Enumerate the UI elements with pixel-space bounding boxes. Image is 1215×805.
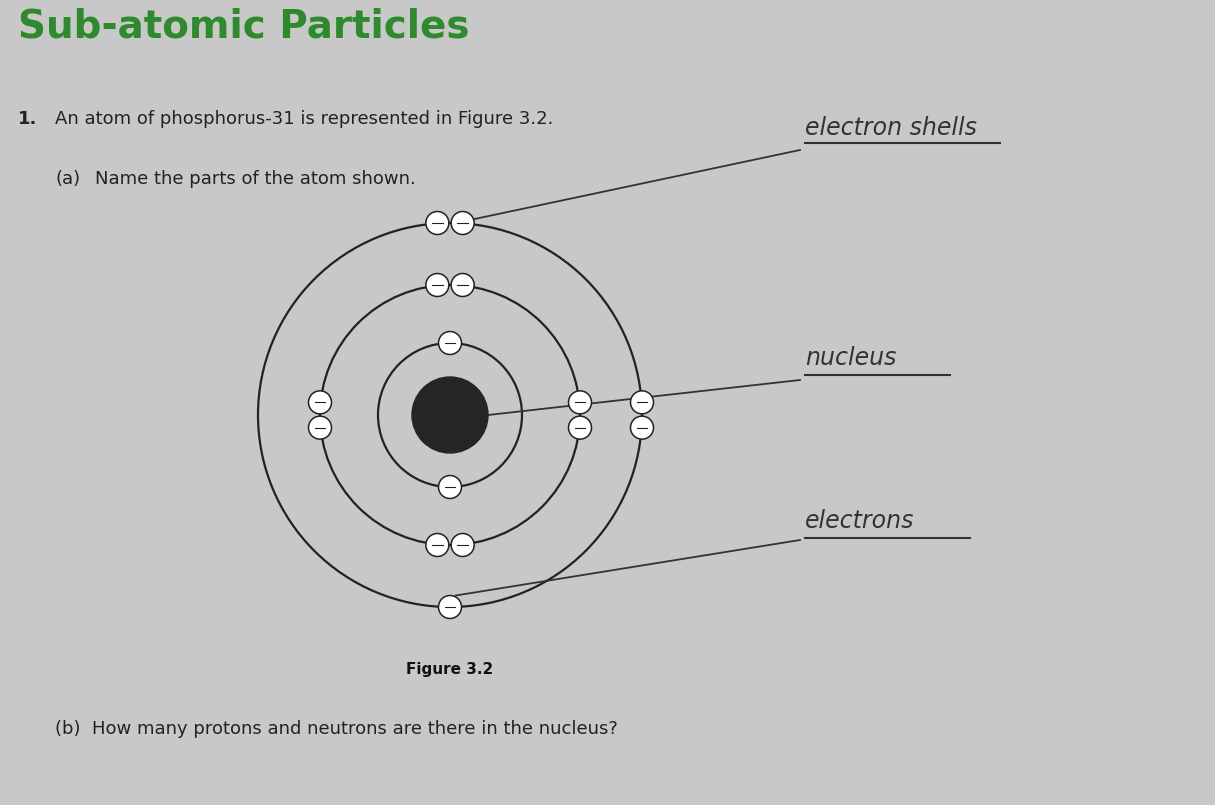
Circle shape: [425, 212, 448, 234]
Text: nucleus: nucleus: [806, 346, 897, 370]
Circle shape: [451, 212, 474, 234]
Text: electron shells: electron shells: [806, 116, 977, 140]
Circle shape: [439, 476, 462, 498]
Circle shape: [631, 416, 654, 440]
Circle shape: [451, 274, 474, 296]
Text: (b)  How many protons and neutrons are there in the nucleus?: (b) How many protons and neutrons are th…: [55, 720, 618, 738]
Circle shape: [451, 534, 474, 556]
Text: An atom of phosphorus-31 is represented in Figure 3.2.: An atom of phosphorus-31 is represented …: [55, 110, 553, 128]
Text: electrons: electrons: [806, 509, 915, 533]
Text: Figure 3.2: Figure 3.2: [406, 662, 493, 677]
Text: 1.: 1.: [18, 110, 38, 128]
Circle shape: [569, 416, 592, 440]
Circle shape: [425, 534, 448, 556]
Circle shape: [309, 416, 332, 440]
Circle shape: [439, 596, 462, 618]
Circle shape: [631, 391, 654, 414]
Circle shape: [309, 391, 332, 414]
Circle shape: [569, 391, 592, 414]
Text: Name the parts of the atom shown.: Name the parts of the atom shown.: [95, 170, 416, 188]
Text: Sub-atomic Particles: Sub-atomic Particles: [18, 8, 469, 46]
Circle shape: [439, 332, 462, 354]
Text: (a): (a): [55, 170, 80, 188]
Circle shape: [425, 274, 448, 296]
Circle shape: [412, 377, 488, 453]
